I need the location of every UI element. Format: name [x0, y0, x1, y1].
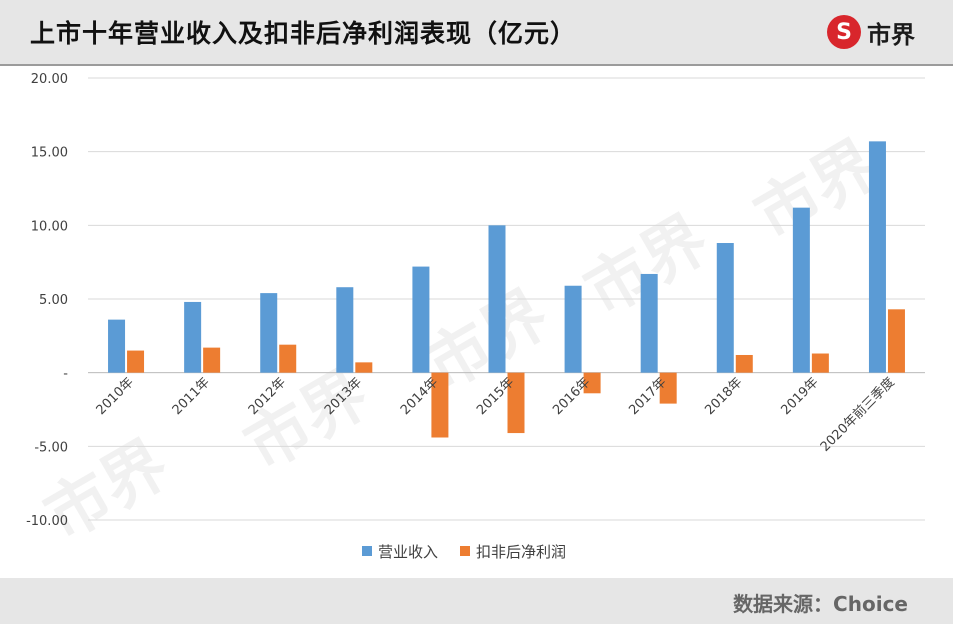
y-tick-label: -10.00 [26, 514, 68, 529]
profit-bar [279, 344, 297, 373]
profit-bar [811, 353, 829, 373]
profit-bar [659, 372, 677, 404]
legend-label: 扣非后净利润 [476, 543, 566, 561]
y-tick-label: - [63, 367, 68, 382]
legend-swatch [460, 546, 470, 556]
revenue-bar [412, 266, 430, 373]
x-tick-label: 2018年 [702, 375, 745, 418]
revenue-bar [792, 207, 810, 373]
profit-bar [507, 372, 525, 434]
x-tick-label: 2011年 [170, 375, 213, 418]
data-source: 数据来源：Choice [733, 592, 908, 616]
x-tick-label: 2016年 [550, 375, 593, 418]
revenue-bar [184, 301, 202, 373]
y-tick-label: -5.00 [34, 440, 68, 455]
brand: S 市界 [827, 14, 915, 50]
x-tick-label: 2012年 [246, 375, 289, 418]
revenue-bar [260, 293, 278, 373]
profit-bar [127, 350, 145, 373]
profit-bar [203, 347, 221, 373]
revenue-bar [564, 285, 582, 373]
chart-title: 上市十年营业收入及扣非后净利润表现（亿元） [30, 19, 577, 48]
brand-name: 市界 [867, 20, 915, 49]
chart-footer: 数据来源：Choice [0, 578, 953, 624]
profit-bar [887, 309, 905, 373]
revenue-bar [488, 225, 506, 373]
profit-bar [583, 372, 601, 394]
revenue-bar [716, 243, 734, 373]
legend-label: 营业收入 [378, 543, 438, 561]
revenue-bar [640, 273, 658, 373]
profit-bar [431, 372, 449, 438]
profit-bar [735, 354, 753, 373]
x-tick-label: 2020年前三季度 [817, 374, 898, 455]
revenue-bar [108, 319, 126, 373]
x-tick-label: 2010年 [94, 375, 137, 418]
revenue-bar [336, 287, 354, 373]
legend-swatch [362, 546, 372, 556]
s-logo-icon: S [827, 15, 861, 49]
y-tick-label: 5.00 [39, 293, 68, 308]
profit-bar [355, 362, 373, 373]
x-tick-label: 2013年 [322, 375, 365, 418]
y-tick-label: 15.00 [31, 146, 68, 161]
y-tick-label: 20.00 [31, 72, 68, 87]
x-tick-label: 2019年 [778, 375, 821, 418]
chart-header: 上市十年营业收入及扣非后净利润表现（亿元） S 市界 [0, 0, 953, 66]
y-tick-label: 10.00 [31, 219, 68, 234]
revenue-bar [868, 141, 886, 373]
